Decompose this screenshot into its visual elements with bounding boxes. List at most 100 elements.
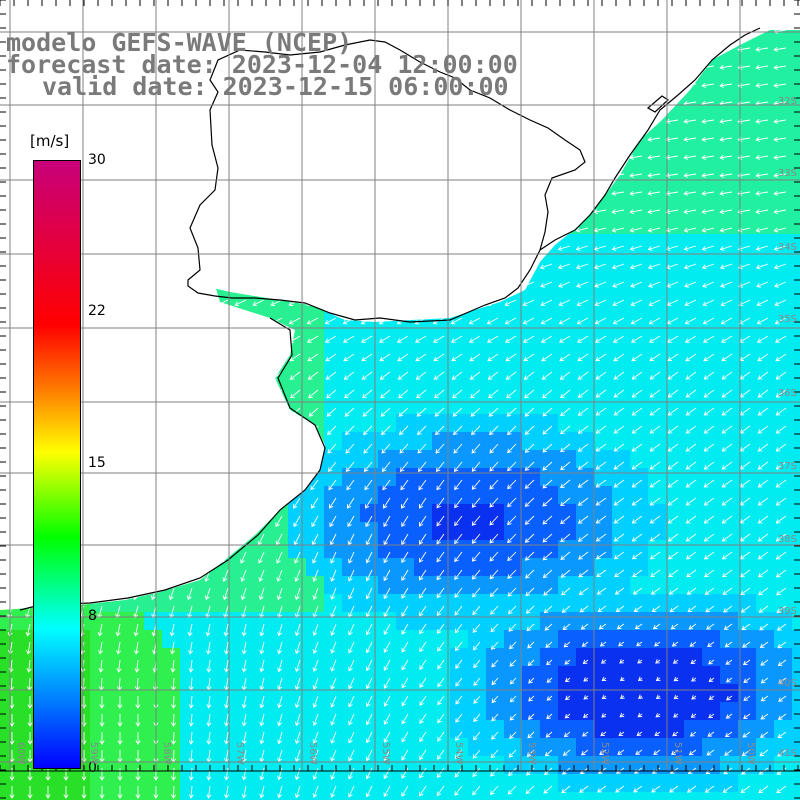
field-cell: [576, 414, 595, 433]
wind-arrow: [721, 371, 733, 380]
field-cell: [792, 234, 800, 253]
wind-arrow: [241, 605, 247, 619]
field-cell: [738, 558, 757, 577]
wind-arrow: [186, 587, 193, 601]
wind-arrow: [648, 299, 661, 307]
wind-arrow: [595, 461, 607, 470]
wind-arrow: [777, 659, 787, 666]
wind-arrow: [168, 587, 175, 601]
field-cell: [612, 522, 631, 541]
field-cell: [540, 396, 559, 415]
wind-arrow: [97, 623, 103, 637]
field-cell: [684, 576, 703, 595]
wind-arrow: [759, 623, 769, 631]
field-cell: [306, 396, 325, 415]
wind-arrow: [595, 407, 607, 416]
field-cell: [630, 468, 649, 487]
field-cell: [486, 774, 505, 793]
field-cell: [774, 396, 793, 415]
field-cell: [774, 342, 793, 361]
field-cell: [720, 612, 739, 631]
wind-arrow: [528, 695, 535, 702]
field-cell: [414, 450, 433, 469]
field-cell: [666, 648, 685, 667]
wind-arrow: [773, 227, 787, 233]
field-cell: [576, 666, 595, 685]
field-cell: [774, 288, 793, 307]
field-cell: [738, 90, 757, 109]
wind-arrow: [755, 190, 769, 196]
field-cell: [558, 342, 577, 361]
wind-arrow: [419, 641, 427, 653]
field-cell: [432, 738, 451, 757]
field-cell: [630, 720, 649, 739]
field-cell: [360, 522, 379, 541]
field-cell: [144, 594, 163, 613]
wind-arrow: [708, 677, 715, 682]
wind-arrow: [667, 425, 679, 434]
wind-arrow: [629, 263, 643, 270]
field-cell: [648, 558, 667, 577]
field-cell: [702, 720, 721, 739]
field-cell: [774, 306, 793, 325]
wind-arrow: [755, 209, 769, 215]
wind-arrow: [631, 389, 643, 398]
field-cell: [414, 792, 433, 800]
field-cell: [738, 540, 757, 559]
field-cell: [630, 702, 649, 721]
wind-arrow: [703, 497, 715, 506]
latitude-label: 32S: [777, 96, 797, 107]
field-cell: [540, 738, 559, 757]
field-cell: [252, 774, 271, 793]
wind-arrow: [330, 677, 337, 690]
field-cell: [252, 648, 271, 667]
field-cell: [306, 774, 325, 793]
field-cell: [234, 684, 253, 703]
field-cell: [414, 738, 433, 757]
field-cell: [504, 756, 523, 775]
field-cell: [774, 36, 793, 55]
wind-arrow: [433, 371, 445, 380]
field-cell: [90, 756, 109, 775]
wind-arrow: [361, 371, 373, 380]
wind-arrow: [277, 605, 283, 619]
latitude-label: 40S: [777, 678, 797, 689]
field-cell: [522, 666, 541, 685]
field-cell: [54, 792, 73, 800]
wind-arrow: [526, 623, 535, 632]
field-cell: [702, 342, 721, 361]
field-cell: [162, 666, 181, 685]
wind-arrow: [507, 497, 517, 508]
field-cell: [594, 630, 613, 649]
field-cell: [342, 630, 361, 649]
field-cell: [360, 576, 379, 595]
field-cell: [450, 432, 469, 451]
wind-arrow: [647, 154, 661, 160]
field-cell: [522, 414, 541, 433]
wind-arrow: [649, 371, 661, 380]
field-cell: [378, 738, 397, 757]
field-cell: [360, 720, 379, 739]
wind-arrow: [705, 605, 715, 613]
wind-arrow: [294, 641, 301, 655]
field-cell: [630, 162, 649, 181]
field-cell: [648, 324, 667, 343]
wind-arrow: [685, 389, 697, 398]
wind-arrow: [740, 569, 751, 578]
field-cell: [774, 108, 793, 127]
field-cell: [324, 486, 343, 505]
wind-arrow: [637, 676, 643, 681]
field-cell: [684, 396, 703, 415]
field-cell: [126, 774, 145, 793]
wind-arrow: [241, 623, 247, 637]
field-cell: [216, 774, 235, 793]
wind-arrow: [702, 281, 715, 288]
field-cell: [702, 666, 721, 685]
field-cell: [684, 162, 703, 181]
wind-arrow: [775, 353, 787, 362]
wind-arrow: [719, 245, 733, 251]
field-cell: [252, 702, 271, 721]
wind-arrow: [435, 461, 445, 473]
wind-arrow: [757, 425, 769, 434]
field-cell: [306, 342, 325, 361]
